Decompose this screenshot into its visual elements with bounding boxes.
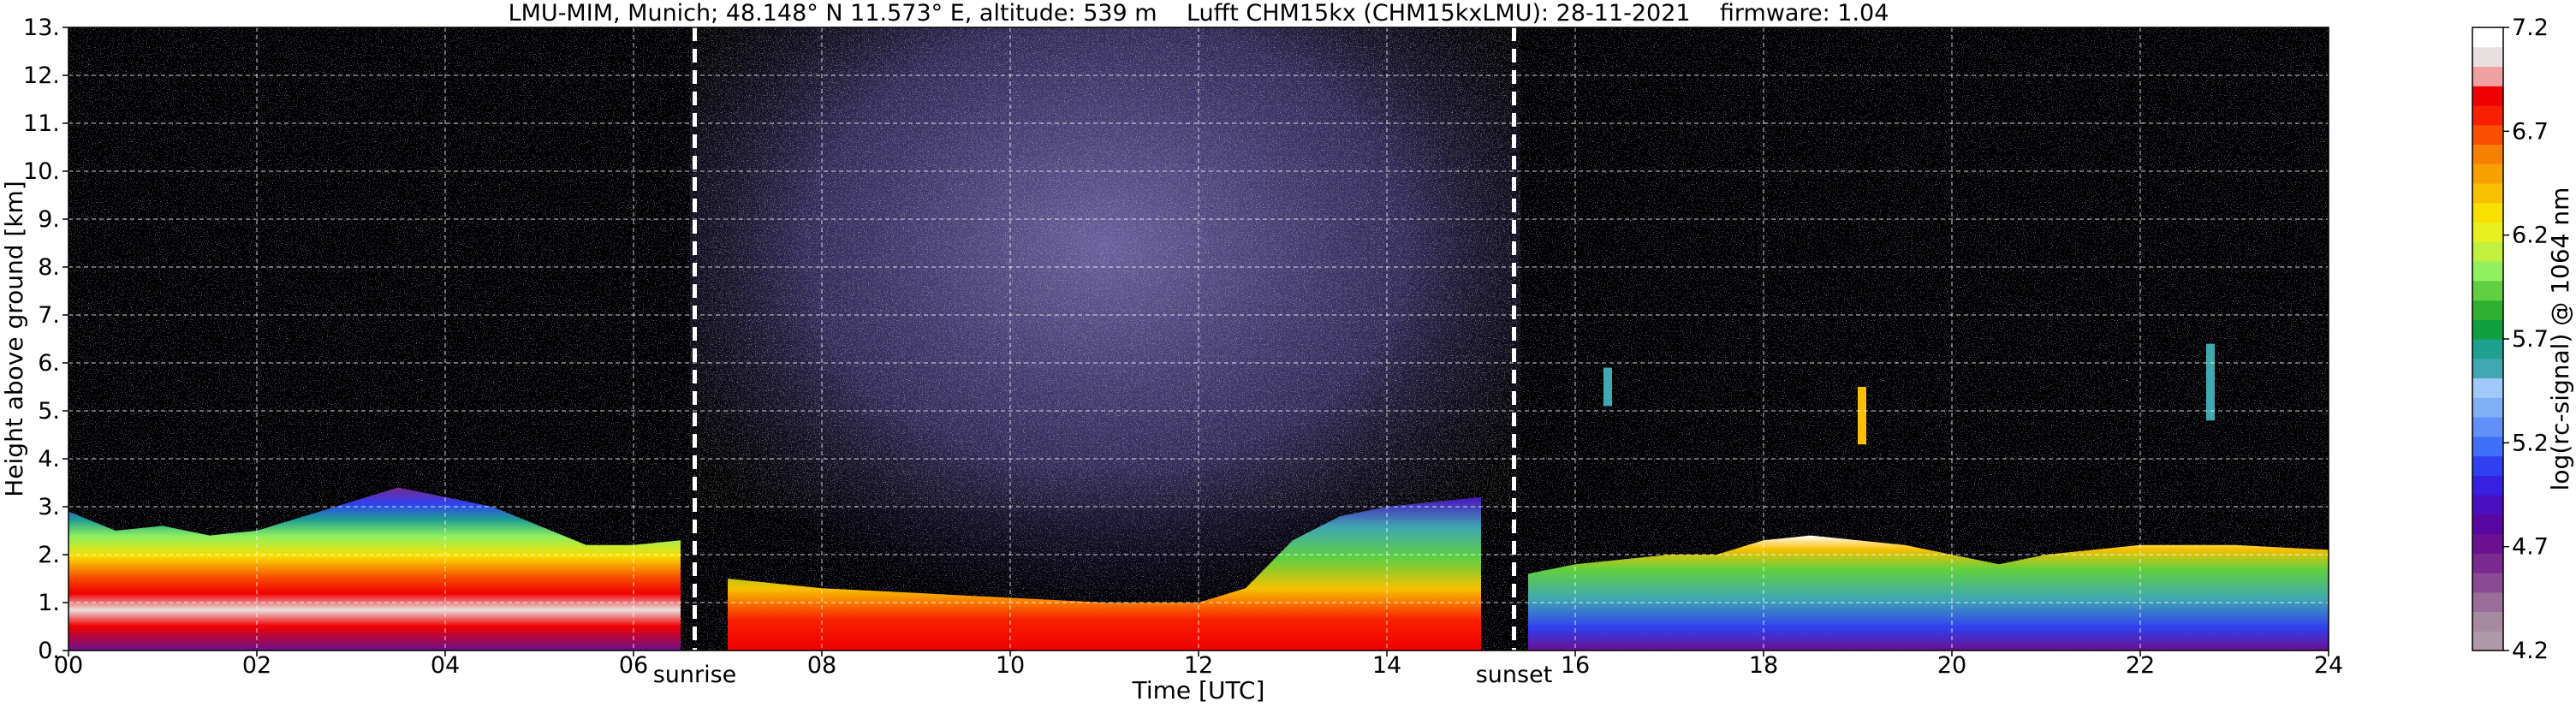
colorbar-swatch [2472,436,2503,457]
colorbar-swatch [2472,202,2503,223]
event-markers: sunrise sunset [653,27,1553,688]
colorbar-tick-label: 6.2 [2512,223,2549,249]
colorbar-swatch [2472,222,2503,242]
y-tick-label: 8. [38,254,60,281]
x-tick-label: 12 [1184,652,1213,679]
x-tick-label: 02 [242,652,271,679]
colorbar-swatch [2472,280,2503,301]
colorbar-swatch [2472,66,2503,86]
y-tick-label: 6. [38,350,60,377]
colorbar-tick-label: 5.2 [2512,430,2549,456]
cloud-streak [2206,343,2215,421]
y-tick-label: 11. [23,110,60,137]
colorbar-label: log(rc-signal) @ 1064 nm [2546,187,2574,491]
colorbar-swatch [2472,261,2503,282]
x-tick-label: 00 [54,652,83,679]
plot-area: sunrise sunset [68,27,2329,688]
colorbar-swatch [2472,455,2503,476]
colorbar-swatch [2472,377,2503,398]
colorbar-swatch [2472,339,2503,359]
sunrise-label: sunrise [653,662,737,688]
colorbar-swatch [2472,124,2503,146]
boundary-layer-2 [728,496,1481,651]
colorbar-tick-label: 6.7 [2512,118,2549,145]
boundary-layers [68,487,2329,651]
colorbar-swatch [2472,86,2503,106]
cloud-features [1603,343,2215,445]
boundary-layer-3 [1528,535,2329,651]
colorbar-tick-label: 5.7 [2512,326,2549,353]
colorbar-swatch [2472,300,2503,320]
cloud-streak [1603,367,1612,407]
x-tick-label: 14 [1372,652,1401,679]
colorbar-tick-label: 4.7 [2512,534,2549,561]
x-tick-label: 22 [2126,652,2155,679]
x-tick-label: 10 [996,652,1025,679]
colorbar-swatch [2472,533,2503,554]
colorbar-swatch [2472,417,2503,437]
colorbar-swatch [2472,105,2503,126]
chart-title: LMU-MIM, Munich; 48.148° N 11.573° E, al… [509,0,1889,27]
y-tick-label: 4. [38,446,60,472]
colorbar-swatch [2472,397,2503,418]
colorbar-swatch [2472,27,2503,48]
colorbar-swatch [2472,358,2503,379]
x-tick-label: 08 [807,652,836,679]
colorbar-swatch [2472,241,2503,262]
colorbar-swatch [2472,591,2503,613]
x-tick-label: 24 [2314,652,2343,679]
x-tick-label: 20 [1937,652,1966,679]
y-tick-label: 0. [38,638,60,664]
colorbar-swatch [2472,514,2503,535]
y-tick-label: 9. [38,206,60,233]
y-axis-ticks: 0. 1. 2. 3. 4. 5. 6. 7. 8. 9. 10. 11. 12. 13. [23,15,68,664]
y-tick-label: 10. [23,158,60,185]
y-tick-label: 13. [23,15,60,41]
y-tick-label: 2. [38,542,60,568]
colorbar-swatch [2472,495,2503,515]
colorbar-tick-label: 7.2 [2512,15,2549,41]
x-tick-label: 04 [431,652,460,679]
colorbar-swatch [2472,183,2503,204]
y-tick-label: 5. [38,398,60,425]
sunset-label: sunset [1476,662,1553,688]
x-axis-ticks: 00 02 04 06 08 10 12 14 16 18 20 22 24 [54,651,2343,679]
colorbar-swatch [2472,611,2503,632]
grid-lines [68,27,2329,651]
colorbar-swatch [2472,319,2503,340]
colorbar-tick-label: 4.2 [2512,638,2549,664]
colorbar-swatch [2472,144,2503,164]
colorbar: 4.2 4.7 5.2 5.7 6.2 6.7 7.2 log(rc-signal) @ 1… [2472,15,2574,664]
colorbar-ticks: 4.2 4.7 5.2 5.7 6.2 6.7 7.2 [2503,15,2549,664]
x-tick-label: 16 [1561,652,1590,679]
boundary-layer-1 [68,487,681,651]
colorbar-swatch [2472,475,2503,496]
y-tick-label: 3. [38,494,60,520]
y-tick-label: 1. [38,590,60,616]
y-axis-label: Height above ground [km] [0,181,28,497]
cloud-streak [1858,387,1866,445]
x-axis-label: Time [UTC] [1132,676,1265,704]
colorbar-swatch [2472,631,2503,651]
colorbar-swatches [2472,27,2503,651]
colorbar-swatch [2472,163,2503,184]
x-tick-label: 06 [619,652,648,679]
colorbar-swatch [2472,46,2503,68]
y-tick-label: 7. [38,302,60,329]
colorbar-swatch [2472,573,2503,593]
y-tick-label: 12. [23,62,60,89]
x-tick-label: 18 [1749,652,1778,679]
colorbar-swatch [2472,553,2503,573]
